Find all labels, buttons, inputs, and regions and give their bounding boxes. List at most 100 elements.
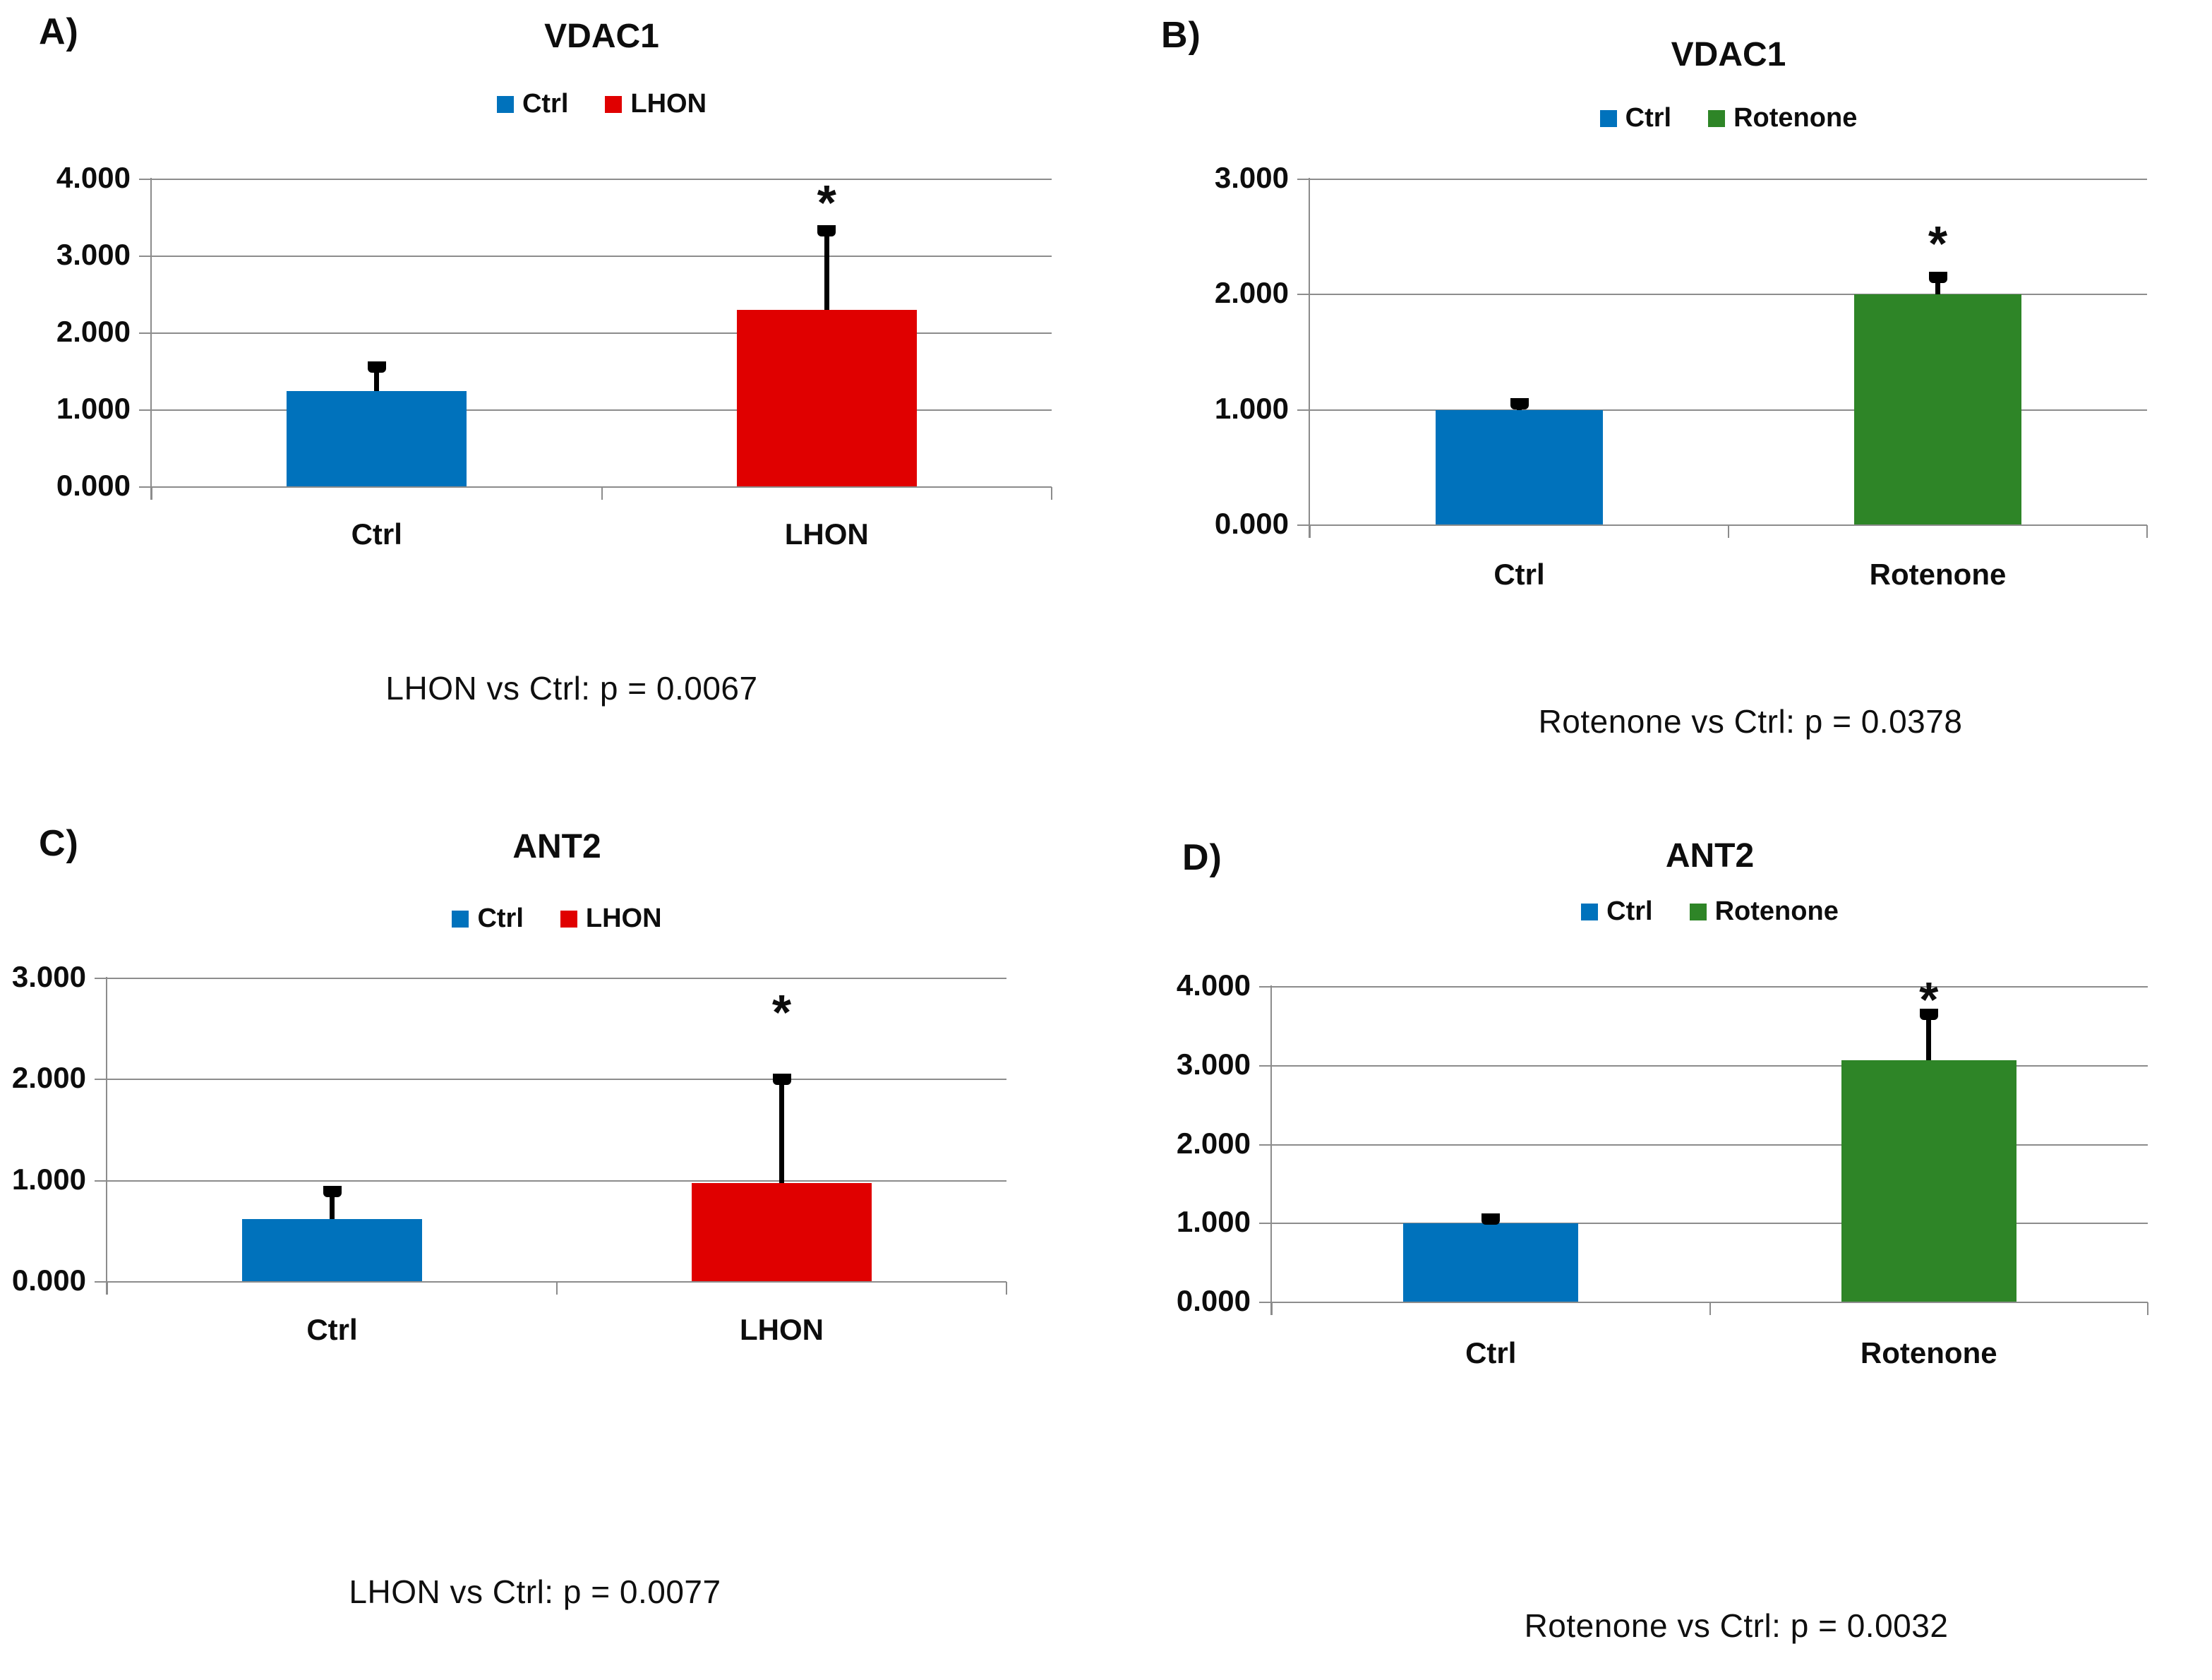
error-bar-cap xyxy=(323,1185,342,1197)
y-axis-tick xyxy=(139,332,152,334)
y-axis-tick xyxy=(95,978,107,979)
x-category-label: Ctrl xyxy=(351,517,402,551)
p-value-annotation: LHON vs Ctrl: p = 0.0067 xyxy=(385,670,758,707)
gridline xyxy=(107,1180,1006,1182)
y-tick-label: 4.000 xyxy=(56,161,131,194)
x-category-label: Ctrl xyxy=(1493,558,1545,591)
legend-label: LHON xyxy=(630,89,707,119)
significance-asterisk: * xyxy=(1919,971,1939,1027)
gridline xyxy=(1310,179,2147,180)
x-category-label: Ctrl xyxy=(306,1313,358,1346)
gridline xyxy=(1310,409,2147,411)
error-bar-line xyxy=(824,225,829,311)
p-value-annotation: LHON vs Ctrl: p = 0.0077 xyxy=(349,1573,721,1610)
y-axis-tick xyxy=(1259,1144,1272,1146)
y-axis-tick xyxy=(95,1079,107,1081)
y-axis-tick xyxy=(139,179,152,180)
legend-item-rotenone: Rotenone xyxy=(1708,103,1857,133)
x-axis-tick xyxy=(1006,1282,1007,1295)
gridline xyxy=(107,978,1006,979)
x-axis-tick xyxy=(1709,1302,1711,1315)
legend-item-lhon: LHON xyxy=(605,89,707,119)
gridline xyxy=(107,1079,1006,1081)
x-axis-tick xyxy=(151,487,152,500)
error-bar-line xyxy=(779,1073,784,1183)
y-tick-label: 2.000 xyxy=(1214,276,1289,310)
significance-asterisk: * xyxy=(817,174,836,230)
legend-item-ctrl: Ctrl xyxy=(496,89,568,119)
legend-swatch-icon xyxy=(496,95,514,113)
legend-label: Ctrl xyxy=(1606,896,1653,926)
y-tick-label: 3.000 xyxy=(1214,161,1289,194)
gridline xyxy=(152,256,1052,257)
y-axis-tick xyxy=(1297,409,1310,411)
bar-rotenone xyxy=(1853,294,2022,524)
y-tick-label: 0.000 xyxy=(11,1264,86,1297)
x-category-label: Rotenone xyxy=(1869,558,2007,591)
x-category-label: LHON xyxy=(740,1313,824,1346)
error-bar-line xyxy=(1926,1009,1932,1060)
y-axis-tick xyxy=(139,409,152,411)
y-tick-label: 1.000 xyxy=(1214,391,1289,425)
legend: Ctrl Rotenone xyxy=(1310,103,2147,133)
gridline xyxy=(152,179,1052,180)
legend: Ctrl Rotenone xyxy=(1272,896,2148,927)
legend-swatch-icon xyxy=(605,95,623,113)
y-tick-label: 1.000 xyxy=(56,392,131,425)
x-axis-tick xyxy=(601,487,603,500)
x-category-label: Ctrl xyxy=(1465,1336,1517,1369)
legend: Ctrl LHON xyxy=(107,904,1006,934)
error-bar-line xyxy=(1935,271,1940,295)
y-tick-label: 2.000 xyxy=(11,1061,86,1095)
gridline xyxy=(1272,1223,2148,1225)
gridline xyxy=(152,409,1052,411)
y-axis-tick xyxy=(1297,524,1310,526)
y-tick-label: 2.000 xyxy=(56,315,131,348)
legend-swatch-icon xyxy=(452,910,469,928)
y-axis-tick xyxy=(1259,986,1272,988)
y-axis-line xyxy=(150,178,152,500)
bar-ctrl xyxy=(1403,1223,1579,1302)
chart-title: VDAC1 xyxy=(1671,36,1786,73)
y-axis-tick xyxy=(139,486,152,488)
chart-title: ANT2 xyxy=(512,828,601,865)
x-axis-tick xyxy=(1309,525,1311,538)
x-axis-tick xyxy=(1051,487,1052,500)
chart-title: VDAC1 xyxy=(544,18,659,55)
chart-title: ANT2 xyxy=(1665,837,1755,875)
legend-label: LHON xyxy=(585,904,662,933)
legend-swatch-icon xyxy=(1689,903,1707,920)
legend-label: Ctrl xyxy=(1625,103,1672,133)
y-tick-label: 3.000 xyxy=(11,960,86,993)
bar-lhon xyxy=(692,1182,872,1281)
error-bar-cap xyxy=(772,1073,791,1085)
bar-rotenone xyxy=(1841,1060,2016,1302)
legend-label: Ctrl xyxy=(477,904,524,933)
y-tick-label: 1.000 xyxy=(1176,1205,1251,1239)
legend-swatch-icon xyxy=(1599,109,1617,127)
gridline xyxy=(1272,1144,2148,1146)
legend-swatch-icon xyxy=(1581,903,1599,920)
y-axis-tick xyxy=(95,1281,107,1283)
x-axis-tick xyxy=(2146,525,2148,538)
error-bar-cap xyxy=(817,225,836,237)
y-axis-tick xyxy=(139,256,152,257)
panel-label: C) xyxy=(39,823,79,864)
legend-item-rotenone: Rotenone xyxy=(1689,896,1839,927)
x-category-label: Rotenone xyxy=(1860,1336,1997,1369)
significance-asterisk: * xyxy=(1928,215,1948,271)
gridline xyxy=(152,332,1052,334)
y-axis-tick xyxy=(1259,1223,1272,1225)
gridline xyxy=(1272,1064,2148,1067)
y-axis-line xyxy=(1270,985,1272,1315)
significance-asterisk: * xyxy=(771,984,792,1040)
bar-ctrl xyxy=(242,1219,422,1281)
error-bar-cap xyxy=(1481,1213,1501,1225)
y-tick-label: 1.000 xyxy=(11,1162,86,1196)
y-axis-tick xyxy=(1259,1064,1272,1067)
